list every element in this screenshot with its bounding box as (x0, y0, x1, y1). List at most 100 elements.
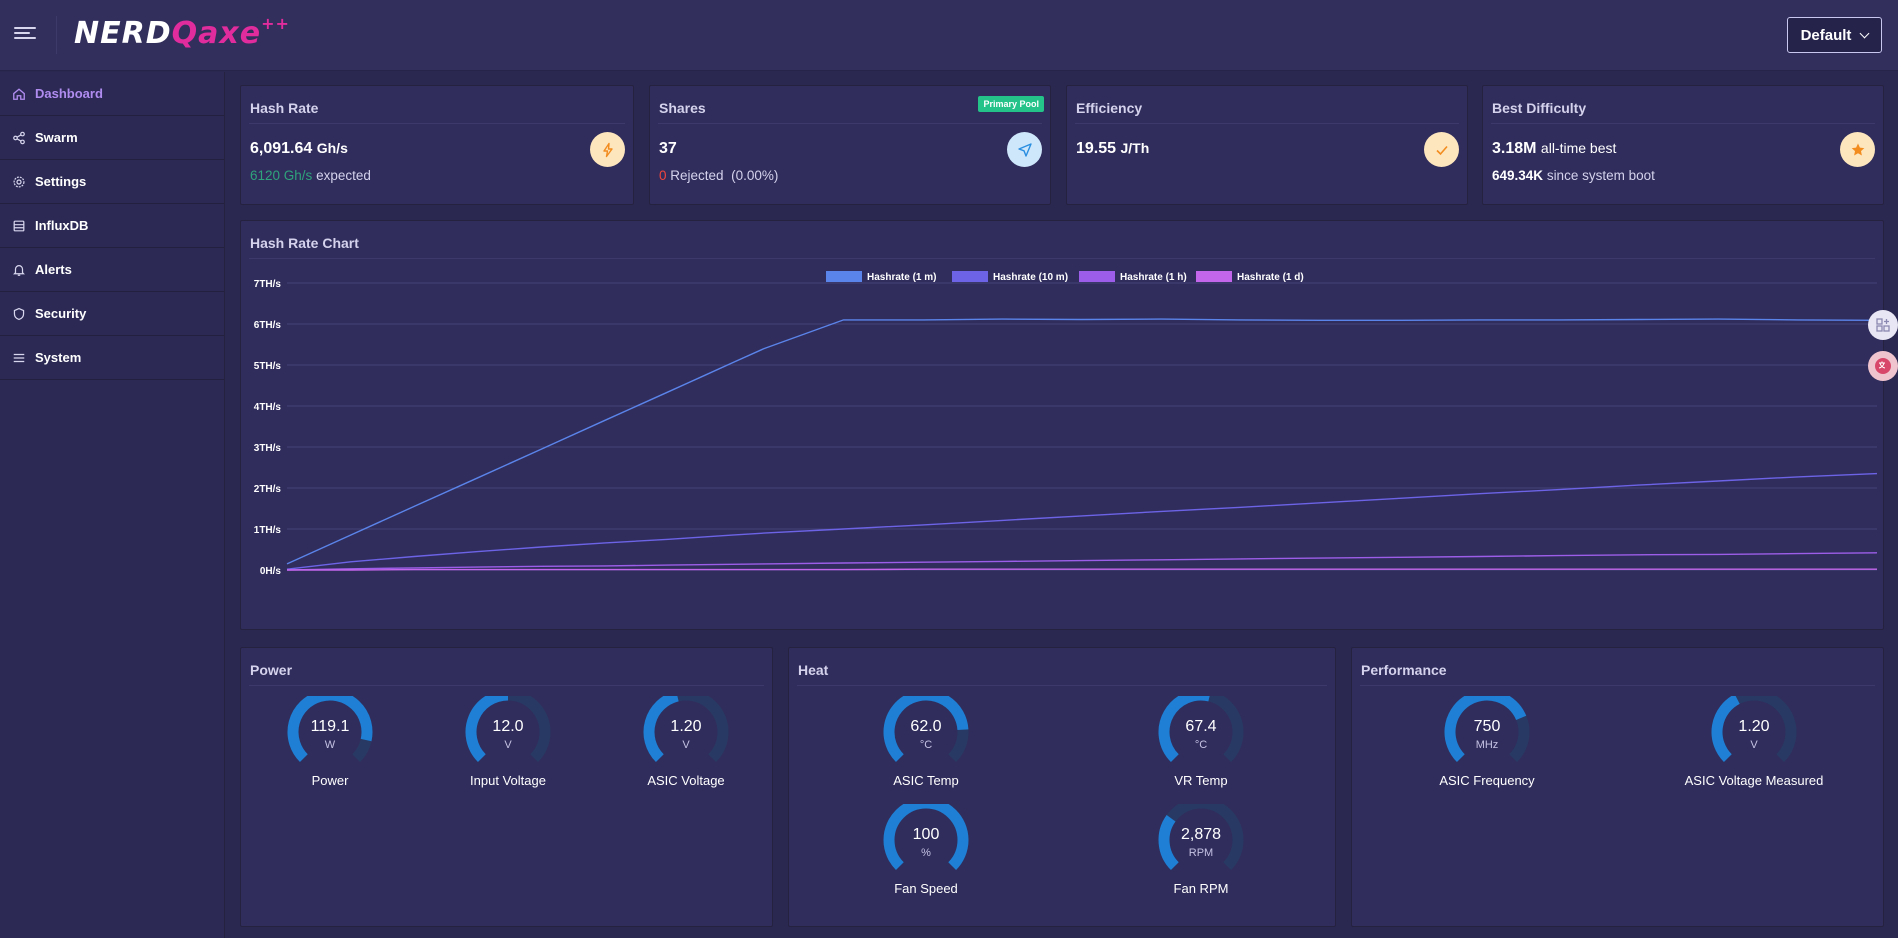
gauge-value: 2,878 (1180, 826, 1222, 843)
card-divider (1360, 685, 1875, 686)
gauge-label: ASIC Temp (893, 773, 959, 788)
sidebar-item-label: Settings (35, 174, 87, 189)
hashrate-unit: Gh/s (316, 140, 348, 156)
sidebar: Dashboard Swarm Settings InfluxDB Alerts… (0, 72, 225, 938)
best-difficulty-label: all-time best (1540, 140, 1617, 156)
hashrate-chart-card: Hash Rate Chart 0H/s 1TH/s 2TH/s 3TH/s 4TH/s… (240, 220, 1884, 630)
gauge-unit: V (504, 739, 512, 751)
sidebar-item-system[interactable]: System (0, 336, 224, 380)
legend-item-1[interactable]: Hashrate (10 m) (952, 271, 1068, 283)
home-icon (12, 87, 26, 101)
top-bar: NERDQaxe++ Default (0, 0, 1898, 71)
sidebar-item-swarm[interactable]: Swarm (0, 116, 224, 160)
gauge-arc (465, 696, 551, 763)
best-difficulty-card: Best Difficulty 3.18M all-time best 649.… (1482, 85, 1884, 205)
shares-rejected-line: 0 Rejected (0.00%) (659, 168, 778, 183)
sidebar-item-influxdb[interactable]: InfluxDB (0, 204, 224, 248)
sidebar-item-label: Dashboard (35, 86, 103, 101)
sidebar-item-dashboard[interactable]: Dashboard (0, 72, 224, 116)
gauge-label: ASIC Voltage Measured (1684, 773, 1824, 788)
legend-swatch (952, 271, 988, 282)
sidebar-item-settings[interactable]: Settings (0, 160, 224, 204)
legend-item-3[interactable]: Hashrate (1 d) (1196, 271, 1304, 283)
gauge-unit: °C (919, 739, 933, 751)
series-line-2[interactable] (286, 552, 1878, 571)
efficiency-value-line: 19.55 J/Th (1076, 140, 1149, 158)
efficiency-card: Efficiency 19.55 J/Th (1066, 85, 1468, 205)
hashrate-value: 6,091.64 (250, 140, 313, 157)
hashrate-card: Hash Rate 6,091.64 Gh/s 6120 Gh/s expect… (240, 85, 634, 205)
shares-value: 37 (659, 140, 677, 157)
rejected-percent: (0.00%) (731, 168, 779, 183)
vr-temp-gauge: 67.4 °C VR Temp (1156, 696, 1246, 796)
gauge-fill (643, 696, 679, 763)
gauge-arc (883, 696, 969, 763)
primary-pool-badge: Primary Pool (978, 96, 1044, 112)
gauge-arc (287, 696, 373, 763)
series-line-3[interactable] (287, 568, 1877, 571)
sidebar-item-label: InfluxDB (35, 218, 89, 233)
gauge-unit: % (921, 847, 931, 859)
database-icon (12, 219, 26, 233)
extension-grid-icon[interactable] (1868, 310, 1898, 340)
bolt-icon (590, 132, 625, 167)
profile-dropdown[interactable]: Default (1787, 17, 1882, 53)
gauge-arc (1711, 696, 1797, 763)
best-difficulty-value: 3.18M (1492, 140, 1537, 157)
gauge-label: VR Temp (1174, 773, 1228, 788)
sidebar-item-security[interactable]: Security (0, 292, 224, 336)
series-line-1[interactable] (286, 472, 1878, 570)
send-icon (1007, 132, 1042, 167)
hamburger-menu-icon[interactable] (14, 24, 36, 46)
legend-item-2[interactable]: Hashrate (1 h) (1079, 271, 1187, 283)
gauge-fill (883, 804, 969, 871)
hashrate-expected-line: 6120 Gh/s expected (250, 168, 371, 183)
gauge-fill (287, 696, 373, 763)
gauge-fill (1158, 815, 1179, 871)
card-divider (797, 685, 1327, 686)
y-tick-label: 7TH/s (254, 279, 282, 290)
gauge-value: 119.1 (310, 718, 350, 735)
hashrate-line-chart[interactable]: 0H/s 1TH/s 2TH/s 3TH/s 4TH/s 5TH/s 6TH/s 7TH/s H… (241, 261, 1885, 631)
gauge-value: 750 (1473, 718, 1501, 735)
gauge-unit: RPM (1188, 847, 1214, 859)
performance-title: Performance (1361, 662, 1447, 678)
legend-label: Hashrate (1 d) (1237, 272, 1304, 283)
gauge-fill (1444, 696, 1527, 763)
gauge-unit: V (1750, 739, 1758, 751)
star-icon (1840, 132, 1875, 167)
efficiency-unit: J/Th (1120, 140, 1150, 156)
gauge-unit: W (324, 739, 336, 751)
card-divider (658, 123, 1042, 124)
series-line-0[interactable] (286, 318, 1878, 565)
logo-text-part2: Qaxe (171, 16, 262, 51)
power-gauge: 119.1 W Power (285, 696, 375, 796)
y-tick-label: 2TH/s (254, 484, 282, 495)
rejected-count: 0 (659, 168, 667, 183)
legend-swatch (1079, 271, 1115, 282)
efficiency-title: Efficiency (1076, 100, 1143, 116)
legend-item-0[interactable]: Hashrate (1 m) (826, 271, 936, 283)
gauge-arc (1158, 804, 1244, 871)
legend-label: Hashrate (1 m) (867, 272, 936, 283)
gauge-arc (643, 696, 729, 763)
shield-icon (12, 307, 26, 321)
shares-card: Shares Primary Pool 37 0 Rejected (0.00%… (649, 85, 1051, 205)
app-logo[interactable]: NERDQaxe++ (74, 14, 290, 56)
card-divider (249, 685, 764, 686)
sidebar-item-label: Swarm (35, 130, 78, 145)
bell-icon (12, 263, 26, 277)
best-difficulty-value-line: 3.18M all-time best (1492, 140, 1616, 158)
efficiency-value: 19.55 (1076, 140, 1117, 157)
logo-text-part3: ++ (261, 14, 290, 33)
hashrate-expected-label: expected (316, 168, 371, 183)
y-tick-label: 5TH/s (254, 361, 282, 372)
y-tick-label: 1TH/s (254, 525, 282, 536)
gauge-arc (883, 804, 969, 871)
sidebar-item-alerts[interactable]: Alerts (0, 248, 224, 292)
legend-label: Hashrate (10 m) (993, 272, 1068, 283)
profile-dropdown-value: Default (1800, 26, 1852, 44)
fan-rpm-gauge: 2,878 RPM Fan RPM (1156, 804, 1246, 904)
legend-label: Hashrate (1 h) (1120, 272, 1187, 283)
translate-icon[interactable] (1868, 351, 1898, 381)
